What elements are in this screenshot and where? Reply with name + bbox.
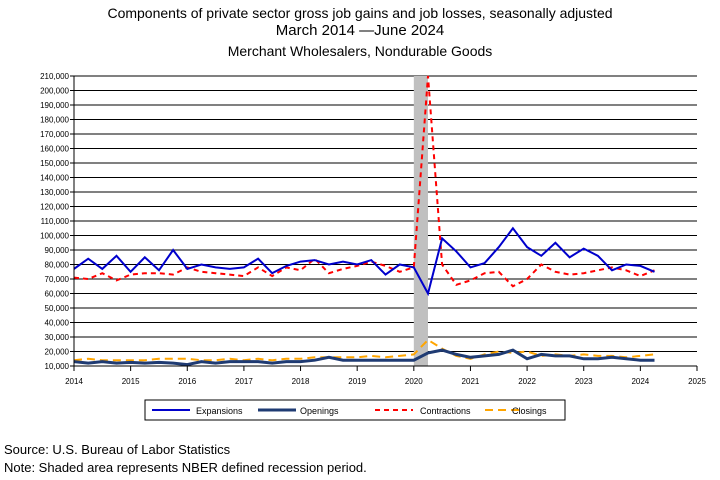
x-tick-label: 2024	[631, 377, 649, 386]
chart-title-line3: Merchant Wholesalers, Nondurable Goods	[227, 43, 493, 59]
x-tick-label: 2025	[688, 377, 706, 386]
chart-title-line2: March 2014 —June 2024	[275, 22, 445, 39]
x-tick-label: 2018	[292, 377, 310, 386]
y-tick-label: 170,000	[40, 130, 69, 139]
y-tick-label: 180,000	[40, 116, 69, 125]
x-tick-label: 2020	[405, 377, 423, 386]
chart-title-line1: Components of private sector gross job g…	[107, 5, 613, 21]
y-tick-label: 20,000	[45, 348, 70, 357]
y-tick-label: 100,000	[40, 232, 69, 241]
legend-label-expansions: Expansions	[196, 406, 243, 416]
recession-shading	[413, 76, 428, 366]
y-tick-label: 130,000	[40, 188, 69, 197]
recession-band	[413, 76, 428, 366]
legend-label-contractions: Contractions	[420, 406, 471, 416]
y-tick-label: 80,000	[45, 261, 70, 270]
axes: 10,000 20,000 30,000 40,000 50,000 60,000 70,0…	[40, 72, 706, 386]
source-note: Source: U.S. Bureau of Labor Statistics	[4, 442, 231, 457]
y-tick-label: 110,000	[41, 217, 70, 226]
y-tick-label: 160,000	[40, 145, 69, 154]
x-tick-label: 2017	[235, 377, 253, 386]
y-tick-label: 120,000	[40, 203, 69, 212]
legend: Expansions Openings Contractions Closings	[144, 399, 566, 421]
y-tick-label: 40,000	[45, 319, 70, 328]
x-tick-label: 2019	[348, 377, 366, 386]
y-tick-label: 10,000	[45, 362, 70, 371]
series-lines	[74, 75, 655, 366]
legend-label-closings: Closings	[512, 406, 547, 416]
series-line-openings	[74, 348, 655, 366]
y-tick-label: 140,000	[40, 174, 69, 183]
y-tick-label: 200,000	[40, 87, 69, 96]
x-tick-label: 2021	[462, 377, 480, 386]
grid	[74, 75, 697, 367]
y-tick-label: 60,000	[45, 290, 70, 299]
series-line-expansions	[74, 226, 655, 297]
x-tick-label: 2016	[178, 377, 196, 386]
y-tick-label: 90,000	[45, 246, 70, 255]
series-line-contractions	[74, 75, 655, 288]
y-tick-label: 150,000	[40, 159, 69, 168]
y-tick-label: 190,000	[40, 101, 69, 110]
x-tick-label: 2014	[65, 377, 83, 386]
y-tick-label: 30,000	[45, 333, 70, 342]
y-tick-label: 70,000	[45, 275, 70, 284]
legend-label-openings: Openings	[300, 406, 339, 416]
x-tick-label: 2023	[575, 377, 593, 386]
x-tick-label: 2022	[518, 377, 536, 386]
recession-note: Note: Shaded area represents NBER define…	[4, 460, 367, 475]
y-tick-label: 50,000	[45, 304, 70, 313]
y-tick-label: 210,000	[40, 72, 69, 81]
legend-box	[144, 399, 566, 421]
x-tick-label: 2015	[122, 377, 140, 386]
